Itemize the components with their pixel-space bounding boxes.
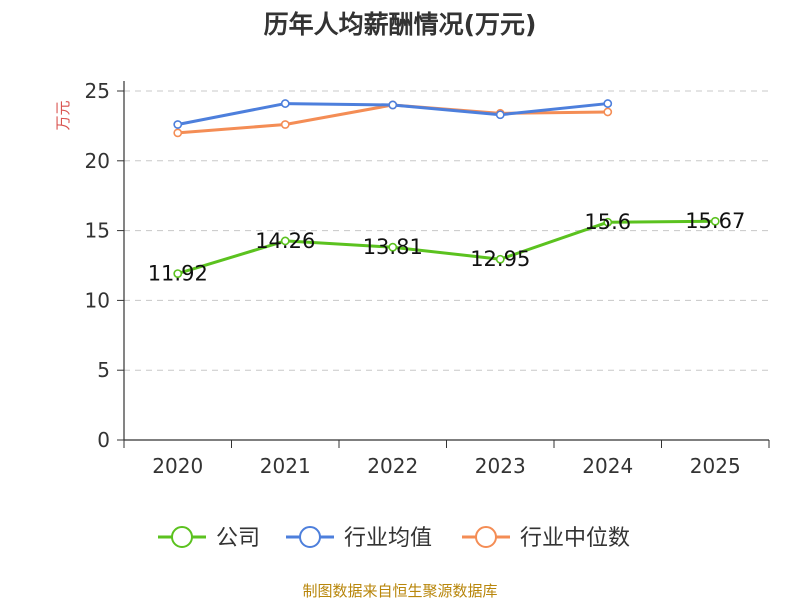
legend-marker xyxy=(475,526,497,548)
data-points xyxy=(173,99,720,278)
data-label: 15.67 xyxy=(685,209,745,233)
data-labels: 11.92 14.26 13.81 12.95 15.6 15.67 xyxy=(148,209,746,285)
legend-label: 行业中位数 xyxy=(520,526,630,551)
data-point[interactable] xyxy=(280,99,290,108)
legend-label: 公司 xyxy=(216,526,260,551)
data-label: 13.81 xyxy=(363,235,423,259)
chart-title: 历年人均薪酬情况(万元) xyxy=(264,10,537,39)
y-tick-label: 10 xyxy=(85,288,110,312)
legend-label: 行业均值 xyxy=(344,526,432,551)
data-point[interactable] xyxy=(173,128,183,138)
data-point[interactable] xyxy=(603,99,613,108)
x-tick-label: 2025 xyxy=(690,454,741,478)
y-tick-label: 0 xyxy=(97,428,110,452)
data-point[interactable] xyxy=(388,242,398,252)
data-point[interactable] xyxy=(710,216,720,226)
x-tick-label: 2022 xyxy=(367,454,418,478)
legend-item[interactable]: 行业均值 xyxy=(286,526,432,551)
data-point[interactable] xyxy=(603,217,613,227)
legend-marker xyxy=(299,526,321,548)
data-label: 11.92 xyxy=(148,262,208,286)
data-point[interactable] xyxy=(280,120,290,129)
data-point[interactable] xyxy=(388,100,398,110)
data-label: 12.95 xyxy=(470,247,530,271)
legend-item[interactable]: 公司 xyxy=(158,526,260,551)
x-tick-label: 2023 xyxy=(475,454,526,478)
x-tick-label: 2024 xyxy=(582,454,633,478)
x-tick-label: 2020 xyxy=(152,454,203,478)
y-tick-label: 5 xyxy=(97,358,110,382)
data-label: 15.6 xyxy=(584,210,631,234)
data-point[interactable] xyxy=(495,254,505,264)
data-point[interactable] xyxy=(280,236,290,246)
data-point[interactable] xyxy=(173,269,183,278)
data-point[interactable] xyxy=(603,107,613,117)
data-label: 14.26 xyxy=(255,229,315,253)
legend-marker xyxy=(171,526,193,548)
series-line-0 xyxy=(177,219,716,276)
y-tick-label: 15 xyxy=(85,219,110,243)
grid-lines xyxy=(124,90,769,371)
y-tick-label: 20 xyxy=(85,149,110,173)
data-point[interactable] xyxy=(495,110,505,120)
source-note: 制图数据来自恒生聚源数据库 xyxy=(302,582,497,600)
x-tick-label: 2021 xyxy=(260,454,311,478)
y-tick-label: 25 xyxy=(85,79,110,103)
data-point[interactable] xyxy=(173,120,183,129)
legend-item[interactable]: 行业中位数 xyxy=(462,526,630,551)
legend: 公司 行业均值 行业中位数 xyxy=(158,526,630,551)
y-axis-label: 万元 xyxy=(54,100,72,130)
